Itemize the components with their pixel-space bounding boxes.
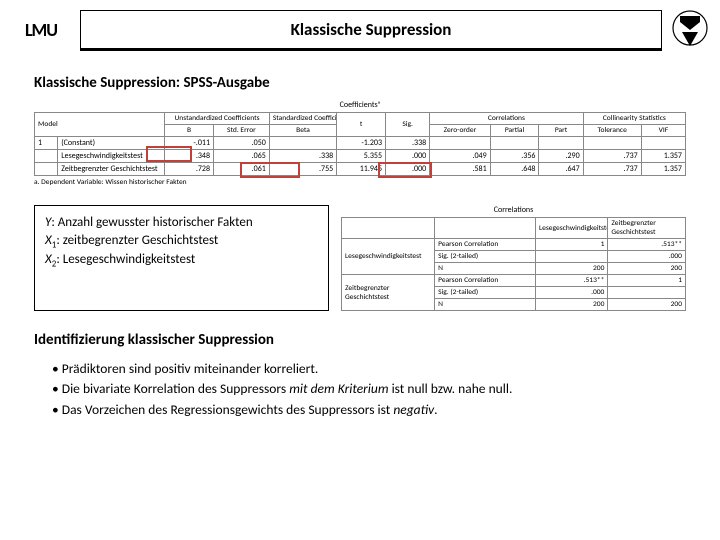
corr-sig2: Sig. (2-tailed): [435, 287, 536, 299]
section-subhead: Klassische Suppression: SPSS-Ausgabe: [34, 74, 686, 92]
th-model: Model: [35, 113, 165, 137]
table-cell: .737: [583, 150, 641, 163]
corr-sig1: Sig. (2-tailed): [435, 251, 536, 263]
corr-cell: [608, 287, 686, 299]
bullet-3: Das Vorzeichen des Regressionsgewichts d…: [52, 400, 686, 420]
table-cell: .338: [386, 137, 430, 150]
table-cell: -.011: [165, 137, 214, 150]
th-se: Std. Error: [214, 125, 270, 137]
table-cell: .065: [214, 150, 270, 163]
th-partial: Partial: [490, 125, 539, 137]
corr-cell: .513**: [608, 239, 686, 251]
corr-pc2: Pearson Correlation: [435, 275, 536, 287]
lmu-logo: LMU: [10, 15, 72, 45]
corr-cell: .513**: [535, 275, 607, 287]
table-cell: .348: [165, 150, 214, 163]
corr-n1: N: [435, 263, 536, 275]
th-coll-group: Collinearity Statistics: [583, 113, 685, 125]
table-cell: .737: [583, 163, 641, 176]
th-corr-group: Correlations: [430, 113, 583, 125]
corr-cell: 200: [608, 299, 686, 311]
table-cell: [35, 150, 58, 163]
th-vif: VIF: [641, 125, 685, 137]
th-beta: Beta: [269, 125, 336, 137]
table-cell: [539, 137, 583, 150]
table-cell: -1.203: [337, 137, 386, 150]
corr-title: Correlations: [341, 205, 686, 215]
coef-footnote: a. Dependent Variable: Wissen historisch…: [34, 178, 686, 187]
table-cell: 1: [35, 137, 58, 150]
var-x2: X2: Lesegeschwindigkeitstest: [45, 251, 318, 271]
corr-cell: .000: [535, 287, 607, 299]
table-cell: .049: [430, 150, 490, 163]
header: LMU Klassische Suppression: [0, 0, 720, 56]
corr-row2: Zeitbegrenzter Geschichtstest: [342, 275, 435, 311]
coefficients-block: Coefficientsᵃ Model Unstandardized Coeff…: [34, 100, 686, 187]
table-cell: 1.357: [641, 150, 685, 163]
table-cell: .050: [214, 137, 270, 150]
ident-heading: Identifizierung klassischer Suppression: [34, 331, 686, 349]
table-cell: 5.355: [337, 150, 386, 163]
corr-cell: 200: [535, 263, 607, 275]
table-cell: .000: [386, 150, 430, 163]
table-cell: [490, 137, 539, 150]
variable-definitions: Y: Anzahl gewusster historischer Fakten …: [34, 205, 329, 311]
table-cell: .338: [269, 150, 336, 163]
corr-cell: 1: [608, 275, 686, 287]
corr-cell: .000: [608, 251, 686, 263]
th-std-group: Standardized Coefficients: [269, 113, 336, 125]
table-cell: .290: [539, 150, 583, 163]
table-row: Lesegeschwindigkeitstest.348.065.3385.35…: [35, 150, 686, 163]
table-cell: (Constant): [58, 137, 165, 150]
correlations-block: Correlations Lesegeschwindigkeitstest Ze…: [341, 205, 686, 311]
university-crest-icon: [670, 8, 710, 52]
table-cell: .061: [214, 163, 270, 176]
table-cell: Lesegeschwindigkeitstest: [58, 150, 165, 163]
corr-cell: 1: [535, 239, 607, 251]
th-part: Part: [539, 125, 583, 137]
th-unstd-group: Unstandardized Coefficients: [165, 113, 270, 125]
var-x1: X1: zeitbegrenzter Geschichtstest: [45, 232, 318, 252]
th-b: B: [165, 125, 214, 137]
page-title: Klassische Suppression: [80, 10, 662, 51]
corr-cell: 200: [608, 263, 686, 275]
table-cell: [430, 137, 490, 150]
corr-col2: Zeitbegrenzter Geschichtstest: [608, 218, 686, 239]
corr-n2: N: [435, 299, 536, 311]
table-cell: 1.357: [641, 163, 685, 176]
table-cell: [269, 137, 336, 150]
table-cell: .000: [386, 163, 430, 176]
table-cell: [583, 137, 641, 150]
th-sig: Sig.: [386, 113, 430, 137]
var-y: Y: Anzahl gewusster historischer Fakten: [45, 214, 318, 232]
table-cell: .755: [269, 163, 336, 176]
corr-cell: [535, 251, 607, 263]
table-row: 1(Constant)-.011.050 -1.203.338: [35, 137, 686, 150]
th-t: t: [337, 113, 386, 137]
corr-col1: Lesegeschwindigkeitstest: [535, 218, 607, 239]
corr-pc1: Pearson Correlation: [435, 239, 536, 251]
table-cell: .647: [539, 163, 583, 176]
bullet-1: Prädiktoren sind positiv miteinander kor…: [52, 359, 686, 379]
corr-row1: Lesegeschwindigkeitstest: [342, 239, 435, 275]
table-cell: .581: [430, 163, 490, 176]
correlations-table: Lesegeschwindigkeitstest Zeitbegrenzter …: [341, 217, 686, 311]
table-cell: [35, 163, 58, 176]
table-cell: Zeitbegrenzter Geschichtstest: [58, 163, 165, 176]
table-cell: 11.945: [337, 163, 386, 176]
table-cell: [641, 137, 685, 150]
coefficients-table: Model Unstandardized Coefficients Standa…: [34, 112, 686, 176]
table-cell: .648: [490, 163, 539, 176]
corr-cell: 200: [535, 299, 607, 311]
th-zero: Zero-order: [430, 125, 490, 137]
th-tol: Tolerance: [583, 125, 641, 137]
table-cell: .728: [165, 163, 214, 176]
identification-section: Identifizierung klassischer Suppression …: [0, 331, 720, 420]
coef-title: Coefficientsᵃ: [34, 100, 686, 110]
table-row: Zeitbegrenzter Geschichtstest.728.061.75…: [35, 163, 686, 176]
bullet-2: Die bivariate Korrelation des Suppressor…: [52, 379, 686, 399]
table-cell: .356: [490, 150, 539, 163]
